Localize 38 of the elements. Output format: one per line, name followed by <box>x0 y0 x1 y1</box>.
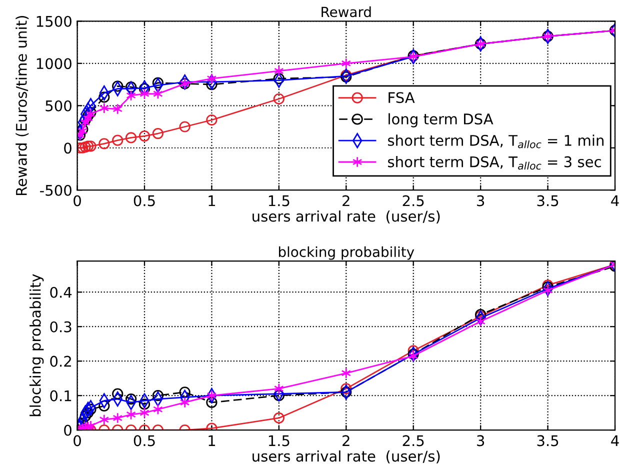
x-tick-label: 1.5 <box>268 195 290 206</box>
y-tick-label: 0 <box>64 142 72 154</box>
y-tick-label: -500 <box>40 184 72 196</box>
chart-title: Reward <box>322 6 371 18</box>
y-tick-label: 1000 <box>36 58 72 70</box>
x-tick-label: 3 <box>477 435 484 446</box>
x-tick-label: 0 <box>74 435 81 446</box>
legend-label: short term DSA, T$_{alloc}$ = 1 min <box>388 134 604 148</box>
x-tick-label: 0 <box>74 195 81 206</box>
x-axis-title: users arrival rate (user/s) <box>252 450 440 464</box>
x-tick-label: 1 <box>208 435 216 446</box>
y-tick-label: 0.2 <box>50 356 71 367</box>
y-tick-label: 0.4 <box>50 286 72 298</box>
x-tick-label: 3.5 <box>537 195 558 206</box>
x-tick-label: 0.5 <box>134 195 155 206</box>
x-tick-label: 1 <box>208 195 216 206</box>
x-tick-label: 3 <box>477 195 484 206</box>
y-tick-label: 1500 <box>36 16 72 27</box>
x-tick-label: 1.5 <box>268 435 290 446</box>
x-tick-label: 4 <box>611 195 619 206</box>
y-axis-title: Reward (Euros/time unit) <box>16 16 29 196</box>
x-tick-label: 2.5 <box>402 195 424 206</box>
chart-title: blocking probability <box>278 246 414 260</box>
x-tick-label: 0.5 <box>134 435 155 446</box>
y-tick-label: 0.3 <box>50 321 72 332</box>
x-tick-label: 4 <box>611 435 619 446</box>
x-axis-title: users arrival rate (user/s) <box>252 210 440 224</box>
y-axis-title: blocking probability <box>30 274 44 416</box>
legend-label: short term DSA, T$_{alloc}$ = 3 sec <box>388 156 601 170</box>
x-tick-label: 2.5 <box>402 435 424 446</box>
x-tick-label: 3.5 <box>537 435 558 446</box>
y-tick-label: 500 <box>46 100 72 112</box>
x-tick-label: 2 <box>342 195 350 206</box>
legend-label: FSA <box>388 92 415 104</box>
x-tick-label: 2 <box>342 435 350 446</box>
y-tick-label: 0 <box>64 424 72 436</box>
legend-label: long term DSA <box>388 113 494 128</box>
y-tick-label: 0.1 <box>50 390 72 402</box>
